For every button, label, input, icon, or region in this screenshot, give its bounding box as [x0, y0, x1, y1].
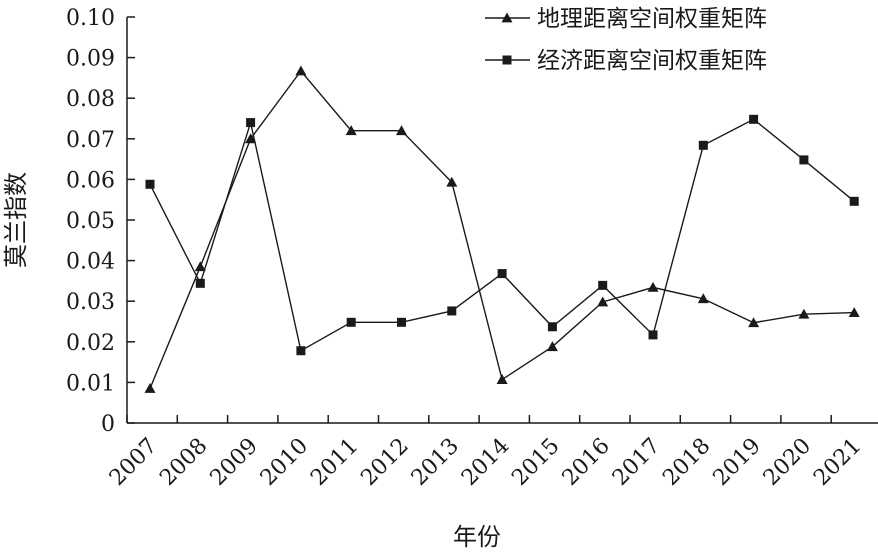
x-tick-label: 2019 — [709, 434, 766, 491]
data-point — [246, 118, 256, 128]
legend-item-1: 地理距离空间权重矩阵 — [485, 6, 767, 32]
y-tick-label: 0.01 — [66, 371, 115, 396]
data-point — [145, 179, 155, 189]
series-layer — [144, 65, 860, 393]
y-tick-label: 0.10 — [66, 6, 115, 31]
y-tick-label: 0.05 — [66, 209, 115, 234]
y-tick-label: 0.04 — [66, 250, 115, 275]
legend-marker — [501, 12, 513, 23]
data-point — [749, 114, 759, 124]
data-point — [447, 306, 457, 316]
data-point — [396, 125, 407, 136]
series-2 — [145, 114, 859, 356]
series-line — [149, 69, 855, 389]
data-point — [598, 280, 608, 290]
data-point — [296, 346, 306, 356]
data-point — [194, 261, 206, 272]
data-point — [496, 374, 508, 384]
data-point — [698, 140, 708, 150]
x-tick-label: 2016 — [558, 434, 615, 491]
x-tick-label: 2011 — [306, 434, 363, 491]
x-tick-label: 2014 — [457, 434, 514, 491]
data-point — [849, 196, 859, 206]
x-tick-label: 2010 — [256, 434, 313, 491]
x-tick-label: 2013 — [407, 434, 464, 491]
y-tick-label: 0.03 — [66, 290, 115, 315]
data-point — [295, 65, 307, 76]
data-point — [245, 133, 257, 144]
data-point — [345, 125, 357, 136]
y-tick-label: 0.07 — [66, 128, 115, 153]
data-point — [546, 341, 558, 352]
legend-label: 地理距离空间权重矩阵 — [537, 6, 767, 32]
x-tick-label: 2021 — [809, 434, 866, 491]
data-point — [697, 293, 709, 304]
series-1 — [144, 65, 860, 393]
data-point — [195, 278, 205, 288]
x-tick-label: 2018 — [658, 434, 715, 491]
data-point — [748, 317, 760, 328]
data-point — [648, 330, 658, 340]
x-axis-title: 年份 — [453, 523, 501, 551]
legend-label: 经济距离空间权重矩阵 — [537, 48, 767, 74]
x-tick-label: 2012 — [356, 434, 413, 491]
y-axis-title: 莫兰指数 — [2, 172, 30, 268]
data-point — [397, 317, 406, 327]
series-line — [149, 118, 855, 352]
y-ticks: 0 0.01 0.02 0.03 0.04 0.05 0.06 0.07 0.08 0.09 0.1… — [66, 6, 135, 437]
x-tick-label: 2017 — [608, 434, 665, 491]
x-tick-label: 2015 — [507, 434, 564, 491]
data-point — [144, 382, 156, 393]
x-ticks: 2007200820092010201120122013201420152016… — [105, 415, 866, 491]
data-point — [647, 281, 659, 292]
data-point — [497, 269, 507, 279]
data-point — [547, 322, 557, 332]
data-point — [346, 317, 356, 327]
x-tick-label: 2008 — [155, 434, 212, 491]
y-tick-label: 0.02 — [66, 331, 115, 356]
legend-marker — [502, 55, 512, 65]
x-tick-label: 2007 — [105, 434, 162, 491]
x-tick-label: 2020 — [759, 434, 816, 491]
data-point — [597, 296, 609, 307]
data-point — [446, 176, 458, 187]
y-tick-label: 0 — [101, 412, 115, 437]
data-point — [799, 155, 809, 165]
axes — [126, 17, 878, 424]
x-tick-label: 2009 — [206, 434, 263, 491]
y-tick-label: 0.09 — [66, 47, 115, 72]
data-point — [848, 307, 860, 317]
data-point — [798, 308, 810, 319]
y-tick-label: 0.08 — [66, 87, 115, 112]
legend-item-2: 经济距离空间权重矩阵 — [485, 48, 767, 74]
y-tick-label: 0.06 — [66, 168, 115, 193]
